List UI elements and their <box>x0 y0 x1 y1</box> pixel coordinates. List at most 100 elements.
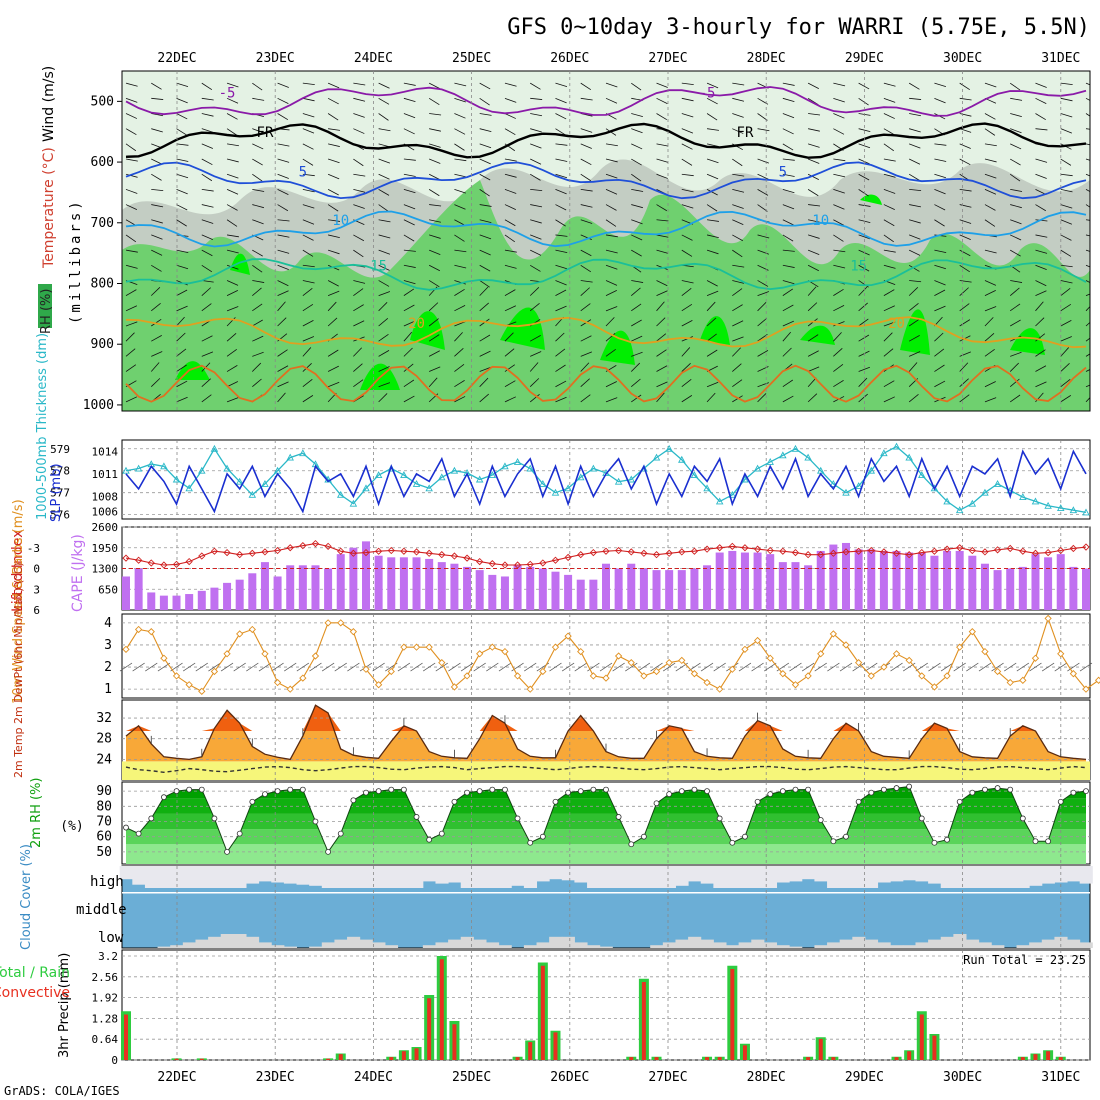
cloud-high-block <box>448 866 462 883</box>
rh2m-point <box>148 815 155 822</box>
wind10-barb <box>309 662 322 672</box>
wind-barb <box>1010 113 1022 117</box>
lifted-index-point <box>210 547 219 555</box>
wind-barb <box>353 82 366 86</box>
wind-barb <box>555 158 568 162</box>
lifted-index-point <box>703 545 711 553</box>
wind-barb <box>605 173 618 179</box>
wind-barb <box>631 113 643 117</box>
wind-barb <box>555 380 567 388</box>
rh2m-point <box>400 786 407 793</box>
wind-barb <box>201 97 214 101</box>
wind-barb <box>782 234 794 242</box>
wind-barb <box>176 348 187 357</box>
wind-barb <box>176 305 188 312</box>
wind-barb <box>681 395 693 403</box>
wind-barb <box>277 189 289 196</box>
rh2m-point <box>1045 838 1052 845</box>
wind-barb <box>934 364 945 372</box>
rh2m-point <box>817 817 824 823</box>
cape-bar <box>159 595 168 610</box>
rh2m-point <box>198 786 205 793</box>
rh2m-point <box>779 788 786 795</box>
cloud-high-block <box>523 866 538 888</box>
wind-barb <box>403 347 413 357</box>
rh2m-point <box>514 815 521 822</box>
cape-tick: 1950 <box>92 542 119 555</box>
wind-barb <box>226 219 238 227</box>
cape-bar <box>627 563 636 610</box>
lifted-index-line <box>125 543 1087 566</box>
wind-barb <box>378 173 390 180</box>
isotherm-label: FR <box>737 125 754 141</box>
wind-barb <box>605 280 618 286</box>
cloud-high-block <box>624 866 639 888</box>
wind-barb <box>201 264 213 273</box>
wind-barb <box>1010 319 1021 327</box>
wind10-point <box>539 667 547 676</box>
rh2m-point <box>325 848 332 855</box>
wind-barb <box>1060 280 1073 284</box>
wind-barb <box>378 382 391 388</box>
wind-barb <box>151 351 163 357</box>
wind-barb <box>782 264 795 268</box>
wind10-barb <box>448 662 461 672</box>
cape-bar <box>665 570 674 610</box>
rh2m-point <box>931 839 938 846</box>
cloud-low-block <box>347 936 361 948</box>
cape-bar <box>551 571 560 610</box>
cape-bar <box>362 541 370 610</box>
wind-barb <box>429 143 441 148</box>
wind-barb <box>555 305 567 312</box>
isotherm-label: -5 <box>699 85 716 101</box>
wind-barb <box>1060 189 1073 193</box>
rh2m-point <box>577 788 584 795</box>
cloud-low-block <box>978 942 992 948</box>
wind-barb <box>277 317 287 327</box>
wind10-barb <box>486 662 499 672</box>
thickness-point <box>172 475 181 483</box>
wind-barb <box>555 264 568 270</box>
thickness-point <box>728 490 737 498</box>
cape-bar <box>437 562 446 610</box>
wind-barb <box>908 249 921 256</box>
isotherm-label: 5 <box>299 164 307 180</box>
wind-barb <box>504 264 517 269</box>
cloud-high-block <box>675 866 689 886</box>
wind-barb <box>605 264 618 270</box>
cloud-high-block <box>789 866 803 882</box>
wind-barb <box>555 249 568 253</box>
wind-barb <box>656 317 666 327</box>
wind-barb <box>529 394 540 403</box>
wind-barb <box>909 97 922 100</box>
rh-band-bright <box>175 194 1045 390</box>
temp2m-tick: 32 <box>96 711 112 726</box>
rh2m-point <box>994 785 1001 791</box>
wind-barb <box>580 143 592 149</box>
wind-barb <box>302 287 313 296</box>
wind10-point <box>412 643 421 651</box>
chart-title: GFS 0~10day 3-hourly for WARRI (5.75E, 5… <box>507 15 1090 40</box>
wind-barb <box>1035 97 1047 104</box>
wind-barb <box>605 219 617 227</box>
rh2m-point <box>565 789 572 796</box>
precip-conv-bar <box>932 1035 937 1060</box>
wind-barb <box>934 204 946 211</box>
rh2m-point <box>236 830 243 837</box>
wind-barb <box>454 288 465 296</box>
wind-barb <box>580 173 592 182</box>
wind-barb <box>378 280 390 287</box>
cloud-high-block <box>890 866 904 882</box>
wind-barb <box>1060 234 1072 241</box>
wind-barb <box>656 234 669 238</box>
wind-barb <box>504 380 516 388</box>
wind10-point <box>425 643 433 651</box>
wind-barb <box>656 113 668 121</box>
wind-barb <box>1035 317 1045 327</box>
cloud-high-block <box>258 866 272 882</box>
wind10-point <box>753 636 762 645</box>
wind-barb <box>327 158 340 164</box>
wind-barb <box>807 393 818 403</box>
wind10-barb <box>145 662 158 672</box>
wind-barb <box>454 219 466 226</box>
